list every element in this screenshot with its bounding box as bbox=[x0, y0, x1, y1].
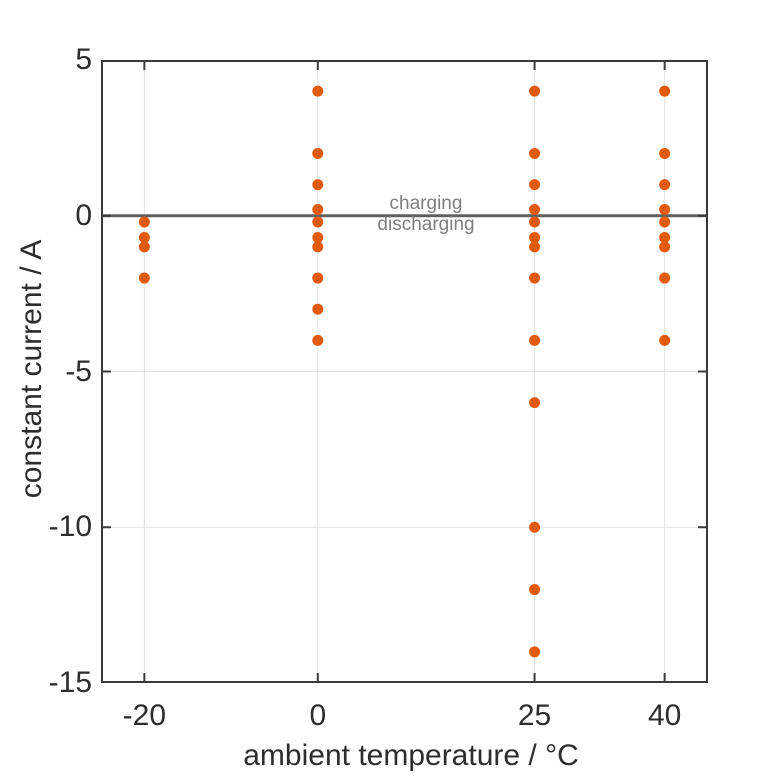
data-point bbox=[138, 216, 150, 228]
y-tick-label: -5 bbox=[65, 354, 92, 388]
data-point bbox=[529, 521, 541, 533]
data-point bbox=[312, 334, 324, 346]
x-tick-label: 0 bbox=[309, 699, 327, 732]
x-tick-label: 40 bbox=[647, 699, 682, 732]
plot-canvas bbox=[101, 60, 708, 683]
data-point bbox=[659, 232, 671, 244]
data-point bbox=[529, 232, 541, 244]
data-point bbox=[529, 272, 541, 284]
x-tick-label: -20 bbox=[122, 699, 167, 732]
data-point bbox=[138, 272, 150, 284]
y-tick-label: 0 bbox=[75, 198, 92, 232]
y-tick-label: -15 bbox=[48, 666, 92, 699]
data-point bbox=[529, 147, 541, 159]
plot-area: charging discharging bbox=[101, 60, 708, 683]
data-point bbox=[529, 334, 541, 346]
data-point bbox=[138, 241, 150, 253]
x-axis-title: ambient temperature / °C bbox=[243, 739, 579, 772]
data-point bbox=[312, 232, 324, 244]
data-point bbox=[529, 397, 541, 409]
charging-label: charging bbox=[389, 193, 463, 214]
y-tick-label: 5 bbox=[75, 43, 92, 76]
data-point bbox=[312, 241, 324, 253]
data-point bbox=[138, 232, 150, 244]
data-point bbox=[529, 204, 541, 216]
data-point bbox=[529, 179, 541, 191]
data-point bbox=[529, 216, 541, 228]
data-point bbox=[312, 303, 324, 315]
data-point bbox=[659, 241, 671, 253]
data-point bbox=[659, 85, 671, 97]
y-tick-label: -10 bbox=[48, 510, 92, 544]
x-tick-label: 25 bbox=[517, 699, 552, 732]
data-point bbox=[312, 147, 324, 159]
data-point bbox=[659, 147, 671, 159]
data-point bbox=[529, 646, 541, 658]
data-point bbox=[659, 204, 671, 216]
data-point bbox=[529, 241, 541, 253]
data-point bbox=[659, 334, 671, 346]
discharging-label: discharging bbox=[377, 214, 475, 235]
data-point bbox=[529, 584, 541, 596]
data-point bbox=[659, 272, 671, 284]
data-point bbox=[312, 204, 324, 216]
data-point bbox=[659, 179, 671, 191]
data-point bbox=[312, 216, 324, 228]
data-point bbox=[312, 85, 324, 97]
data-point bbox=[529, 85, 541, 97]
data-point bbox=[312, 179, 324, 191]
data-point bbox=[312, 272, 324, 284]
data-point bbox=[659, 216, 671, 228]
